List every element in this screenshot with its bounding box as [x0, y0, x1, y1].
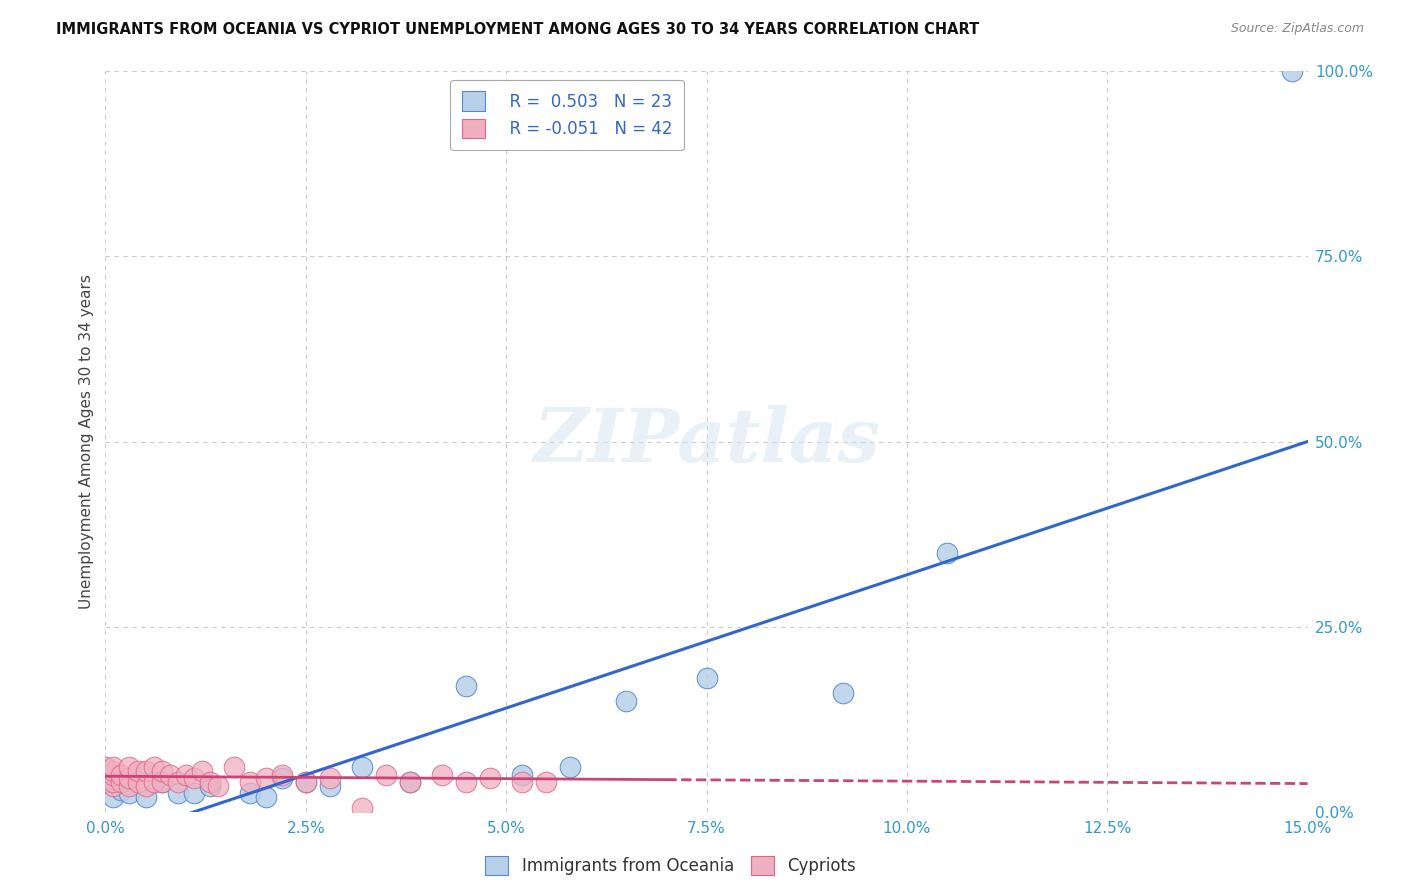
Point — [207, 779, 229, 793]
Legend: Immigrants from Oceania, Cypriots: Immigrants from Oceania, Cypriots — [475, 846, 866, 885]
Point — [94, 767, 117, 781]
Point — [295, 775, 318, 789]
Point — [110, 782, 132, 797]
Point — [374, 767, 398, 781]
Point — [616, 694, 638, 708]
Point — [103, 775, 125, 789]
Point — [198, 779, 221, 793]
Point — [479, 772, 502, 786]
Point — [295, 775, 318, 789]
Point — [103, 767, 125, 781]
Point — [239, 775, 262, 789]
Point — [142, 775, 165, 789]
Point — [696, 672, 718, 686]
Point — [103, 760, 125, 774]
Point — [560, 760, 582, 774]
Point — [350, 760, 373, 774]
Point — [166, 775, 188, 789]
Point — [239, 786, 262, 800]
Point — [94, 775, 117, 789]
Point — [166, 786, 188, 800]
Point — [127, 764, 149, 778]
Point — [183, 786, 205, 800]
Point — [110, 767, 132, 781]
Point — [135, 789, 157, 804]
Text: Source: ZipAtlas.com: Source: ZipAtlas.com — [1230, 22, 1364, 36]
Point — [118, 786, 141, 800]
Point — [118, 760, 141, 774]
Point — [270, 772, 292, 786]
Y-axis label: Unemployment Among Ages 30 to 34 years: Unemployment Among Ages 30 to 34 years — [79, 274, 94, 609]
Point — [270, 767, 292, 781]
Point — [254, 789, 277, 804]
Point — [350, 801, 373, 815]
Point — [118, 772, 141, 786]
Point — [103, 789, 125, 804]
Point — [159, 767, 181, 781]
Point — [222, 760, 245, 774]
Point — [936, 546, 959, 560]
Point — [319, 779, 342, 793]
Point — [110, 775, 132, 789]
Point — [150, 764, 173, 778]
Point — [118, 779, 141, 793]
Point — [103, 764, 125, 778]
Point — [430, 767, 453, 781]
Point — [454, 775, 477, 789]
Point — [183, 772, 205, 786]
Point — [127, 775, 149, 789]
Point — [94, 760, 117, 774]
Point — [174, 767, 197, 781]
Point — [190, 764, 212, 778]
Point — [198, 775, 221, 789]
Point — [399, 775, 422, 789]
Point — [135, 779, 157, 793]
Point — [454, 679, 477, 693]
Point — [135, 764, 157, 778]
Point — [319, 772, 342, 786]
Point — [103, 779, 125, 793]
Point — [831, 686, 853, 700]
Point — [150, 775, 173, 789]
Point — [510, 767, 533, 781]
Point — [534, 775, 557, 789]
Point — [510, 775, 533, 789]
Text: IMMIGRANTS FROM OCEANIA VS CYPRIOT UNEMPLOYMENT AMONG AGES 30 TO 34 YEARS CORREL: IMMIGRANTS FROM OCEANIA VS CYPRIOT UNEMP… — [56, 22, 980, 37]
Point — [150, 775, 173, 789]
Point — [1281, 64, 1303, 78]
Point — [399, 775, 422, 789]
Point — [142, 760, 165, 774]
Text: ZIPatlas: ZIPatlas — [533, 405, 880, 478]
Point — [254, 772, 277, 786]
